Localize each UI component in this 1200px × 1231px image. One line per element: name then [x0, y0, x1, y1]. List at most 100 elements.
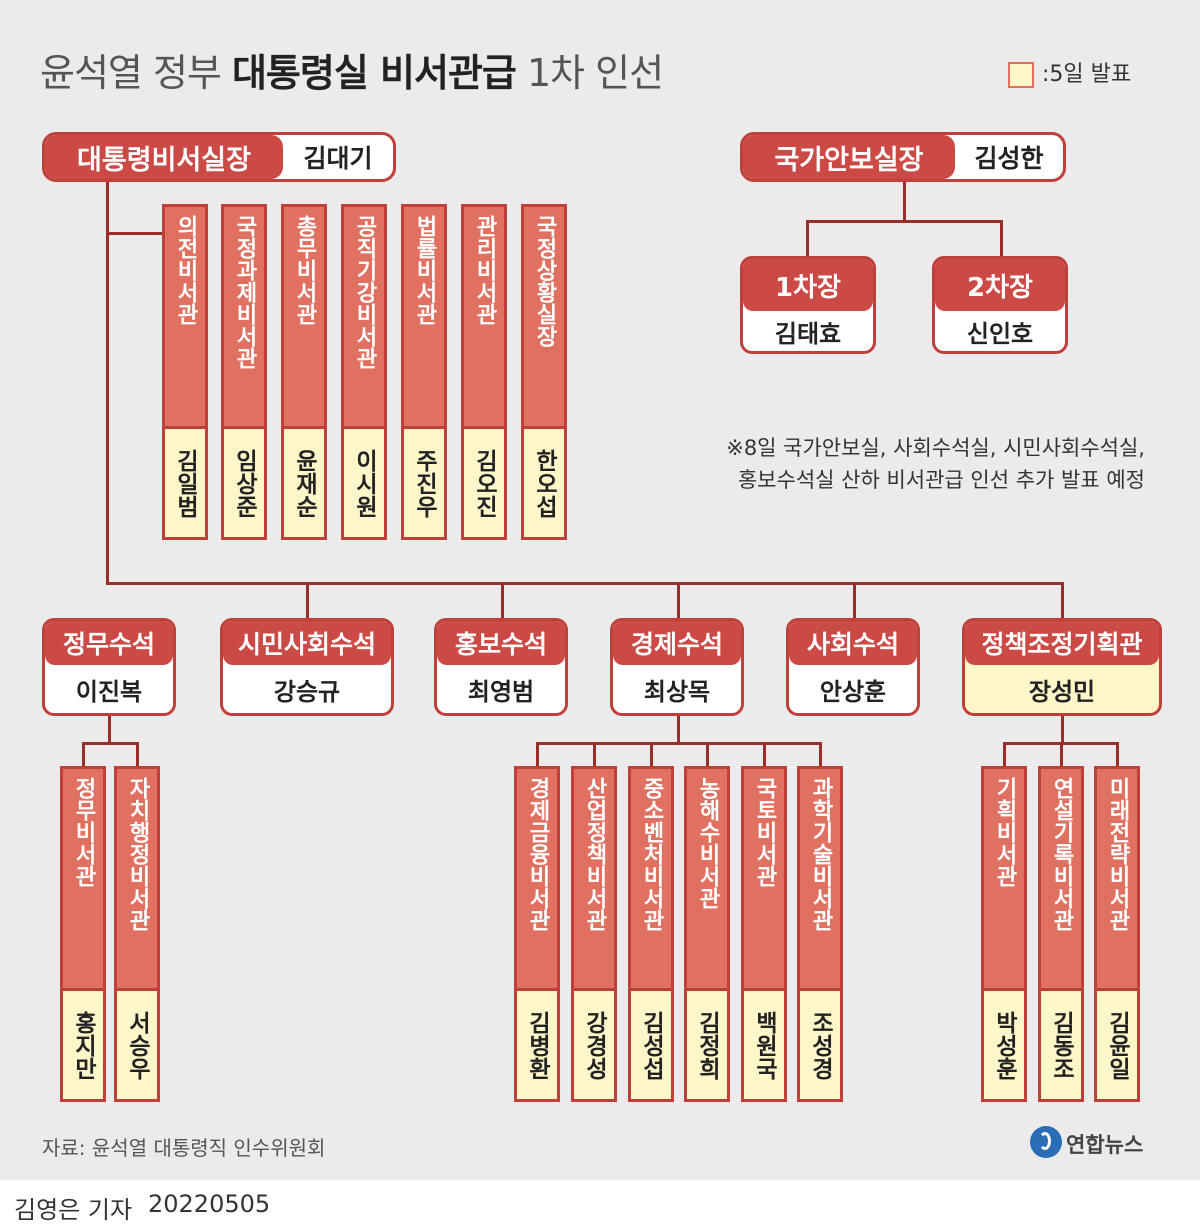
political-secretary-card: 자치행정비서관 서승우 [114, 766, 160, 1102]
economic-secretary-title: 중소벤처비서관 [639, 777, 664, 931]
deputy-title: 2차장 [935, 259, 1065, 311]
economic-secretary-title: 국토비서관 [752, 777, 777, 887]
policy-leaf-line [1116, 742, 1119, 768]
economic-leaf-line [819, 742, 822, 768]
direct-secretary-title: 법률비서관 [412, 215, 437, 325]
economic-secretary-title: 과학기술비서관 [808, 777, 833, 931]
direct-secretary-title: 총무비서관 [292, 215, 317, 325]
senior-secretary-box: 경제수석 최상목 [610, 618, 744, 716]
senior-secretary-title: 홍보수석 [437, 621, 565, 665]
senior-secretary-name: 최상목 [643, 677, 711, 706]
political-secretary-title: 정무비서관 [71, 777, 96, 887]
economic-secretary-title: 농해수비서관 [695, 777, 720, 909]
direct-secretary-card: 국정상황실장 한오섭 [521, 204, 567, 540]
policy-secretary-name: 김동조 [1041, 988, 1081, 1099]
senior-drop-line [677, 582, 680, 620]
title-bold: 대통령실 비서관급 [231, 51, 517, 95]
political-secretary-title: 자치행정비서관 [125, 777, 150, 931]
page-title: 윤석열 정부 대통령실 비서관급 1차 인선 [40, 42, 664, 97]
economic-leaf-line [536, 742, 539, 768]
chief-of-staff-box: 대통령비서실장 김대기 [42, 132, 396, 182]
direct-secretary-name: 김일범 [165, 426, 205, 537]
senior-drop-line [306, 582, 309, 620]
economic-secretary-name: 백원국 [744, 988, 784, 1099]
direct-secretary-name: 이시원 [344, 426, 384, 537]
economic-leaf-line [593, 742, 596, 768]
policy-secretary-card: 연설기록비서관 김동조 [1038, 766, 1084, 1102]
security-chief-box: 국가안보실장 김성한 [740, 132, 1066, 182]
security-bus-line [806, 220, 1003, 223]
security-leaf-line [1000, 220, 1003, 258]
senior-drop-line [1061, 582, 1064, 620]
senior-secretary-name: 장성민 [1028, 677, 1096, 706]
senior-secretary-box: 시민사회수석 강승규 [220, 618, 394, 716]
direct-secretary-card: 총무비서관 윤재순 [281, 204, 327, 540]
senior-secretary-box: 홍보수석 최영범 [434, 618, 568, 716]
direct-secretary-card: 관리비서관 김오진 [461, 204, 507, 540]
senior-secretary-title: 시민사회수석 [223, 621, 391, 665]
direct-secretary-name: 김오진 [464, 426, 504, 537]
brand-name: 연합뉴스 [1066, 1133, 1144, 1157]
economic-secretary-name: 김병환 [517, 988, 557, 1099]
senior-drop-line [853, 582, 856, 620]
senior-secretary-box: 정무수석 이진복 [42, 618, 176, 716]
direct-secretary-title: 공직기강비서관 [352, 215, 377, 369]
political-secretary-name: 홍지만 [63, 988, 103, 1099]
legend-swatch [1008, 62, 1034, 88]
political-bus-line [82, 742, 139, 745]
senior-secretary-name: 이진복 [75, 677, 143, 706]
direct-secretary-title: 관리비서관 [472, 215, 497, 325]
infographic-canvas: 윤석열 정부 대통령실 비서관급 1차 인선 :5일 발표 대통령비서실장 김대… [0, 0, 1200, 1180]
economic-secretary-card: 중소벤처비서관 김성섭 [628, 766, 674, 1102]
economic-secretary-card: 산업정책비서관 강경성 [571, 766, 617, 1102]
direct-secretary-card: 의전비서관 김일범 [162, 204, 208, 540]
direct-secretary-card: 국정과제비서관 임상준 [221, 204, 267, 540]
deputy-name: 신인호 [966, 319, 1034, 348]
title-suffix: 1차 인선 [515, 51, 664, 95]
deputy-name: 김태효 [774, 319, 842, 348]
senior-secretary-title: 경제수석 [613, 621, 741, 665]
economic-secretary-card: 과학기술비서관 조성경 [797, 766, 843, 1102]
economic-secretary-name: 강경성 [574, 988, 614, 1099]
announcement-note: ※8일 국가안보실, 사회수석실, 시민사회수석실, 홍보수석실 산하 비서관급… [640, 432, 1145, 496]
direct-secretary-title: 의전비서관 [173, 215, 198, 325]
senior-secretary-title: 정무수석 [45, 621, 173, 665]
policy-drop-line [1061, 714, 1064, 744]
policy-secretary-title: 미래전략비서관 [1105, 777, 1130, 931]
direct-secretary-title: 국정과제비서관 [232, 215, 257, 369]
policy-secretary-name: 김윤일 [1097, 988, 1137, 1099]
political-secretary-name: 서승우 [117, 988, 157, 1099]
economic-secretary-name: 김성섭 [631, 988, 671, 1099]
senior-secretary-name: 안상훈 [819, 677, 887, 706]
security-chief-name: 김성한 [974, 144, 1044, 173]
senior-drop-line [501, 582, 504, 620]
policy-leaf-line [1060, 742, 1063, 768]
economic-secretary-name: 조성경 [800, 988, 840, 1099]
direct-secretary-name: 임상준 [224, 426, 264, 537]
security-chief-title: 국가안보실장 [743, 135, 955, 179]
title-prefix: 윤석열 정부 [40, 51, 232, 95]
deputy-box: 1차장 김태효 [740, 256, 876, 354]
publish-date: 20220505 [148, 1190, 271, 1218]
economic-secretary-title: 산업정책비서관 [582, 777, 607, 931]
source-credit: 자료: 윤석열 대통령직 인수위원회 [42, 1136, 326, 1160]
legend-label: :5일 발표 [1042, 62, 1132, 87]
economic-secretary-card: 농해수비서관 김정희 [684, 766, 730, 1102]
security-leaf-line [806, 220, 809, 258]
economic-leaf-line [650, 742, 653, 768]
note-line: ※8일 국가안보실, 사회수석실, 시민사회수석실, [726, 436, 1145, 460]
reporter-byline: 김영은 기자 [14, 1196, 133, 1224]
direct-secretary-name: 한오섭 [524, 426, 564, 537]
economic-secretary-title: 경제금융비서관 [525, 777, 550, 931]
economic-secretary-name: 김정희 [687, 988, 727, 1099]
deputy-box: 2차장 신인호 [932, 256, 1068, 354]
direct-branch-line [106, 232, 172, 235]
policy-leaf-line [1003, 742, 1006, 768]
yonhap-logo-icon [1030, 1126, 1062, 1158]
political-secretary-card: 정무비서관 홍지만 [60, 766, 106, 1102]
direct-secretary-title: 국정상황실장 [532, 215, 557, 347]
political-drop-line [108, 714, 111, 744]
main-trunk-line [106, 182, 109, 585]
economic-bus-line [536, 742, 822, 745]
direct-secretary-card: 법률비서관 주진우 [401, 204, 447, 540]
